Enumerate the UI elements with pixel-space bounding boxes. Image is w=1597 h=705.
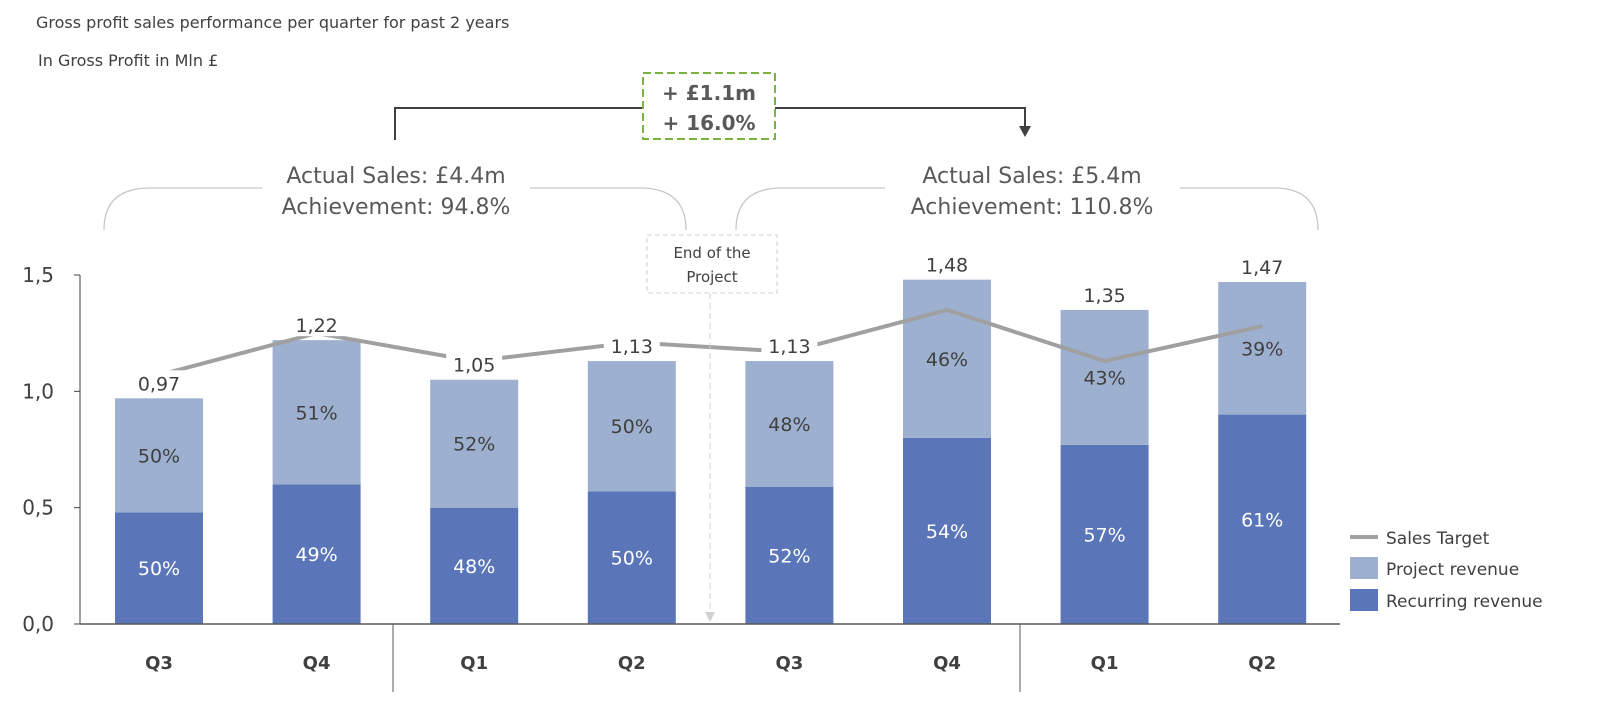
delta-box [642, 72, 776, 140]
project-percent-label: 50% [138, 445, 180, 467]
y-tick-label: 1,0 [22, 379, 54, 403]
project-percent-label: 39% [1241, 338, 1283, 360]
bar-recurring-revenue [745, 486, 834, 624]
total-label-bg [288, 312, 345, 337]
y-tick-label: 0,5 [22, 496, 54, 520]
delta-amount: + £1.1m [662, 81, 756, 105]
x-tick-label: Q4 [303, 653, 331, 674]
legend-label: Project revenue [1386, 560, 1519, 580]
recurring-percent-label: 50% [611, 548, 653, 570]
legend-label: Sales Target [1386, 529, 1490, 549]
total-label: 1,48 [926, 255, 968, 277]
bar-project-revenue [587, 361, 676, 492]
legend-swatch-recurring-revenue [1350, 589, 1378, 611]
recurring-percent-label: 48% [453, 556, 495, 578]
bar-recurring-revenue [903, 437, 991, 624]
bar-project-revenue [903, 279, 991, 438]
total-label-bg [1234, 253, 1291, 278]
arrow-down-icon [1019, 126, 1031, 137]
recurring-percent-label: 54% [926, 521, 968, 543]
project-end-text: End of the [673, 244, 750, 262]
recurring-percent-label: 50% [138, 558, 180, 580]
project-percent-label: 48% [768, 414, 810, 436]
x-tick-label: Q1 [1091, 653, 1119, 674]
x-tick-label: Q2 [618, 653, 646, 674]
chart-title: Gross profit sales performance per quart… [36, 13, 509, 32]
delta-percent: + 16.0% [662, 111, 755, 135]
x-tick-label: Q3 [775, 653, 803, 674]
period-actual-sales: Actual Sales: £4.4m [286, 164, 505, 189]
y-tick-label: 1,5 [22, 263, 54, 287]
recurring-percent-label: 49% [295, 544, 337, 566]
total-label-bg [446, 351, 503, 376]
project-percent-label: 46% [926, 349, 968, 371]
bar-project-revenue [745, 361, 834, 487]
period-achievement: Achievement: 110.8% [911, 195, 1154, 220]
total-label: 1,13 [768, 336, 810, 358]
total-label-bg [603, 333, 660, 358]
recurring-percent-label: 61% [1241, 509, 1283, 531]
x-tick-label: Q4 [933, 653, 961, 674]
bar-recurring-revenue [272, 484, 361, 624]
x-tick-label: Q2 [1248, 653, 1276, 674]
bar-recurring-revenue [1060, 444, 1149, 624]
total-label: 1,35 [1083, 285, 1125, 307]
period-brace [735, 187, 1319, 231]
bar-recurring-revenue [430, 507, 519, 624]
total-label: 1,13 [611, 336, 653, 358]
y-tick-label: 0,0 [22, 612, 54, 636]
project-percent-label: 50% [611, 416, 653, 438]
total-label-bg [761, 333, 818, 358]
bar-project-revenue [115, 398, 203, 513]
total-label: 1,05 [453, 355, 495, 377]
bar-project-revenue [1218, 281, 1307, 415]
chart-subtitle: In Gross Profit in Mln £ [38, 51, 218, 70]
total-label-bg [919, 251, 975, 276]
period-actual-sales: Actual Sales: £5.4m [922, 164, 1141, 189]
project-percent-label: 43% [1083, 367, 1125, 389]
bar-project-revenue [272, 340, 361, 485]
period-achievement: Achievement: 94.8% [282, 195, 511, 220]
x-tick-label: Q3 [145, 653, 173, 674]
x-tick-label: Q1 [460, 653, 488, 674]
bar-recurring-revenue [587, 491, 676, 624]
bar-recurring-revenue [1218, 414, 1307, 624]
sales-target-line [158, 307, 1263, 377]
legend-label: Recurring revenue [1386, 592, 1543, 612]
total-label-bg [1076, 281, 1133, 306]
bar-recurring-revenue [115, 512, 203, 624]
period-brace [103, 187, 687, 231]
legend-swatch-project-revenue [1350, 557, 1378, 579]
project-end-text: Project [686, 268, 737, 286]
total-label: 1,22 [295, 315, 337, 337]
project-percent-label: 51% [295, 402, 337, 424]
project-percent-label: 52% [453, 434, 495, 456]
recurring-percent-label: 52% [768, 545, 810, 567]
recurring-percent-label: 57% [1083, 524, 1125, 546]
total-label: 0,97 [138, 373, 180, 395]
total-label-bg [131, 370, 187, 395]
bar-project-revenue [1060, 309, 1149, 445]
project-end-box [646, 234, 778, 294]
total-label: 1,47 [1241, 257, 1283, 279]
bar-project-revenue [430, 379, 519, 508]
project-end-arrow-icon [705, 612, 715, 622]
